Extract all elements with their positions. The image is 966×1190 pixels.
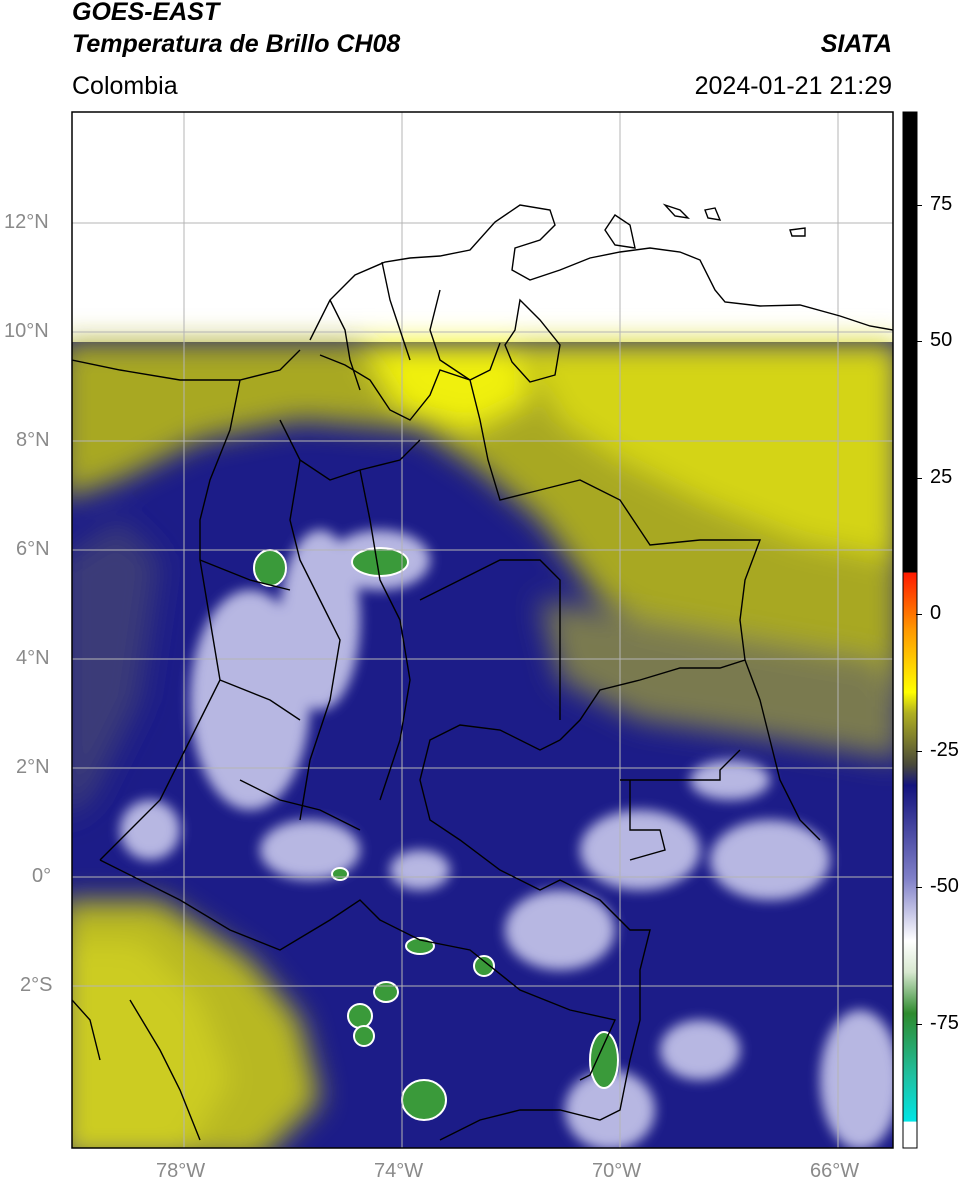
lat-tick-label: 6°N <box>16 538 50 560</box>
lat-tick-label: 8°N <box>16 429 50 451</box>
coastlines-borders <box>72 203 893 1141</box>
lon-tick-label: 66°W <box>810 1160 860 1182</box>
colorbar-tick <box>916 1024 922 1025</box>
lat-tick-label: 4°N <box>16 647 50 669</box>
lon-tick-label: 74°W <box>374 1160 424 1182</box>
timestamp-label: 2024-01-21 21:29 <box>694 72 892 100</box>
lat-tick-label: 10°N <box>4 320 49 342</box>
product-title: Temperatura de Brillo CH08 <box>72 30 401 58</box>
colorbar-tick <box>916 478 922 479</box>
lat-tick-label: 2°S <box>20 974 53 996</box>
lon-tick-label: 78°W <box>156 1160 206 1182</box>
colorbar <box>903 112 917 1148</box>
lat-tick-label: 12°N <box>4 211 49 233</box>
colorbar-label: -75 <box>930 1012 959 1034</box>
colorbar-label: -25 <box>930 739 959 761</box>
agency-label: SIATA <box>820 30 892 58</box>
colorbar-tick <box>916 205 922 206</box>
colorbar-label: 75 <box>930 193 953 215</box>
colorbar-label: 25 <box>930 466 953 488</box>
colorbar-tick <box>916 614 922 615</box>
map-gridlines <box>72 112 893 1148</box>
colorbar-tick <box>916 341 922 342</box>
region-label: Colombia <box>72 72 178 100</box>
lat-tick-label: 2°N <box>16 756 50 778</box>
colorbar-label: -50 <box>930 875 959 897</box>
colorbar-tick <box>916 887 922 888</box>
lon-tick-label: 70°W <box>592 1160 642 1182</box>
brightness-temperature-field <box>72 342 893 1148</box>
satellite-title: GOES-EAST <box>72 0 220 26</box>
colorbar-tick <box>916 751 922 752</box>
lat-tick-label: 0° <box>32 865 52 887</box>
colorbar-label: 50 <box>930 329 953 351</box>
colorbar-label: 0 <box>930 602 942 624</box>
